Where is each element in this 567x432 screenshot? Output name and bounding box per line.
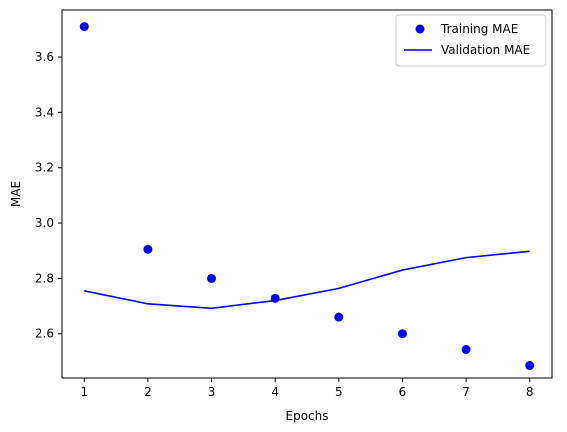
training-mae-point (525, 361, 534, 370)
legend-label-validation: Validation MAE (441, 43, 530, 57)
legend-marker-training (416, 25, 425, 34)
training-mae-point (143, 245, 152, 254)
training-mae-point (462, 345, 471, 354)
x-tick-label: 6 (399, 385, 407, 399)
training-mae-point (271, 294, 280, 303)
training-mae-point (207, 274, 216, 283)
x-tick-label: 5 (335, 385, 343, 399)
x-tick-label: 8 (526, 385, 534, 399)
y-tick-label: 3.2 (35, 161, 54, 175)
x-tick-label: 1 (80, 385, 88, 399)
x-tick-label: 7 (462, 385, 470, 399)
legend-label-training: Training MAE (440, 22, 518, 36)
y-tick-label: 2.8 (35, 271, 54, 285)
y-tick-label: 2.6 (35, 327, 54, 341)
x-tick-label: 4 (271, 385, 279, 399)
x-axis-label: Epochs (286, 409, 329, 423)
training-mae-point (398, 329, 407, 338)
x-tick-label: 2 (144, 385, 152, 399)
legend: Training MAE Validation MAE (396, 15, 546, 66)
y-tick-label: 3.6 (35, 50, 54, 64)
y-tick-label: 3.0 (35, 216, 54, 230)
training-mae-point (80, 22, 89, 31)
training-mae-point (334, 313, 343, 322)
y-tick-label: 3.4 (35, 105, 54, 119)
x-tick-label: 3 (208, 385, 216, 399)
y-axis-label: MAE (9, 181, 23, 207)
